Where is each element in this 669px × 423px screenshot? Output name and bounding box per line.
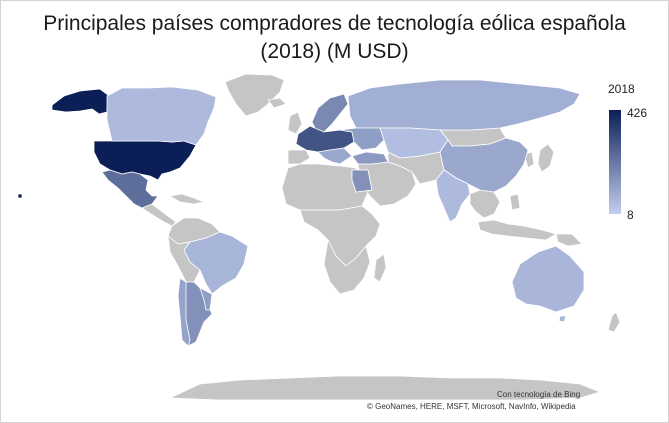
attribution-sources: © GeoNames, HERE, MSFT, Microsoft, NavIn… bbox=[367, 402, 576, 411]
country-uruguay bbox=[199, 287, 213, 311]
country-canada bbox=[106, 86, 217, 146]
region-greenland bbox=[224, 73, 285, 117]
region-iberia bbox=[287, 149, 311, 165]
legend-title: 2018 bbox=[608, 82, 635, 96]
region-indonesia bbox=[477, 219, 557, 241]
country-brazil bbox=[183, 231, 249, 295]
country-scandinavia bbox=[311, 93, 349, 133]
country-alaska bbox=[51, 88, 109, 115]
title-line-2: (2018) (M USD) bbox=[260, 40, 409, 63]
region-north-africa bbox=[281, 163, 369, 211]
attribution-bing: Con tecnología de Bing bbox=[497, 390, 581, 399]
country-turkey bbox=[351, 151, 389, 165]
country-chile bbox=[177, 277, 191, 347]
region-antarctica bbox=[169, 375, 601, 401]
country-mexico bbox=[101, 169, 159, 209]
country-western-europe bbox=[295, 125, 355, 153]
region-central-america bbox=[141, 203, 177, 227]
country-hawaii bbox=[17, 193, 23, 199]
legend-min-label: 8 bbox=[627, 208, 634, 222]
title-line-1: Principales países compradores de tecnol… bbox=[43, 12, 626, 35]
country-egypt bbox=[351, 169, 373, 193]
region-papua bbox=[555, 233, 583, 247]
region-new-zealand bbox=[607, 311, 621, 333]
country-russia bbox=[347, 79, 581, 131]
map-title: Principales países compradores de tecnol… bbox=[0, 10, 669, 66]
region-philippines bbox=[509, 193, 521, 211]
legend-color-scale bbox=[609, 110, 621, 214]
region-southern-africa bbox=[323, 239, 371, 295]
region-iceland bbox=[267, 97, 287, 109]
country-italy-balkans bbox=[317, 147, 353, 165]
region-japan bbox=[537, 143, 555, 173]
region-southeast-asia bbox=[469, 189, 501, 219]
country-eastern-europe bbox=[339, 127, 385, 151]
country-tasmania bbox=[558, 315, 567, 323]
country-australia bbox=[511, 245, 585, 313]
country-india bbox=[435, 169, 471, 223]
legend-max-label: 426 bbox=[627, 106, 648, 120]
country-central-asia bbox=[379, 127, 449, 159]
region-madagascar bbox=[373, 253, 387, 283]
region-caribbean bbox=[169, 193, 205, 205]
region-uk bbox=[287, 111, 303, 135]
shaded-countries bbox=[17, 79, 585, 347]
